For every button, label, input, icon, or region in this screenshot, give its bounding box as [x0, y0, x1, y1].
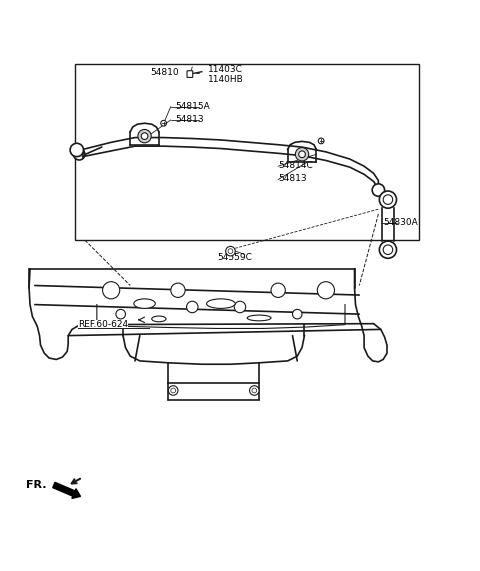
- Circle shape: [299, 151, 305, 158]
- Circle shape: [379, 191, 396, 208]
- Circle shape: [318, 138, 324, 144]
- Text: 54815A: 54815A: [176, 102, 210, 111]
- Text: 11403C: 11403C: [207, 65, 242, 74]
- Circle shape: [226, 246, 235, 256]
- Ellipse shape: [152, 316, 166, 322]
- FancyBboxPatch shape: [187, 71, 193, 78]
- Circle shape: [250, 386, 259, 395]
- Circle shape: [379, 241, 396, 258]
- Circle shape: [317, 282, 335, 299]
- Circle shape: [234, 301, 246, 313]
- Text: 54814C: 54814C: [278, 161, 313, 170]
- Circle shape: [116, 309, 125, 319]
- Circle shape: [187, 301, 198, 313]
- FancyArrow shape: [53, 482, 81, 498]
- Text: 1140HB: 1140HB: [207, 75, 243, 84]
- Circle shape: [383, 195, 393, 204]
- Bar: [75, 63, 419, 240]
- Text: 54813: 54813: [278, 174, 307, 183]
- Circle shape: [292, 309, 302, 319]
- Circle shape: [138, 130, 151, 143]
- Circle shape: [171, 283, 185, 297]
- Circle shape: [73, 148, 85, 160]
- Ellipse shape: [134, 299, 156, 308]
- Circle shape: [372, 184, 384, 196]
- Ellipse shape: [247, 315, 271, 321]
- Circle shape: [70, 143, 84, 156]
- Circle shape: [295, 147, 309, 161]
- Circle shape: [141, 133, 148, 139]
- Circle shape: [161, 120, 167, 126]
- Text: REF.60-624: REF.60-624: [78, 320, 128, 329]
- Circle shape: [228, 249, 233, 254]
- Text: 54830A: 54830A: [383, 218, 418, 227]
- Text: 54559C: 54559C: [217, 254, 252, 262]
- Circle shape: [383, 245, 393, 255]
- Text: FR.: FR.: [26, 480, 47, 490]
- Text: 54810: 54810: [150, 68, 179, 77]
- Circle shape: [103, 282, 120, 299]
- Circle shape: [252, 388, 257, 393]
- Ellipse shape: [206, 299, 235, 308]
- Circle shape: [168, 386, 178, 395]
- Circle shape: [171, 388, 176, 393]
- Circle shape: [271, 283, 285, 297]
- Text: 54813: 54813: [176, 115, 204, 124]
